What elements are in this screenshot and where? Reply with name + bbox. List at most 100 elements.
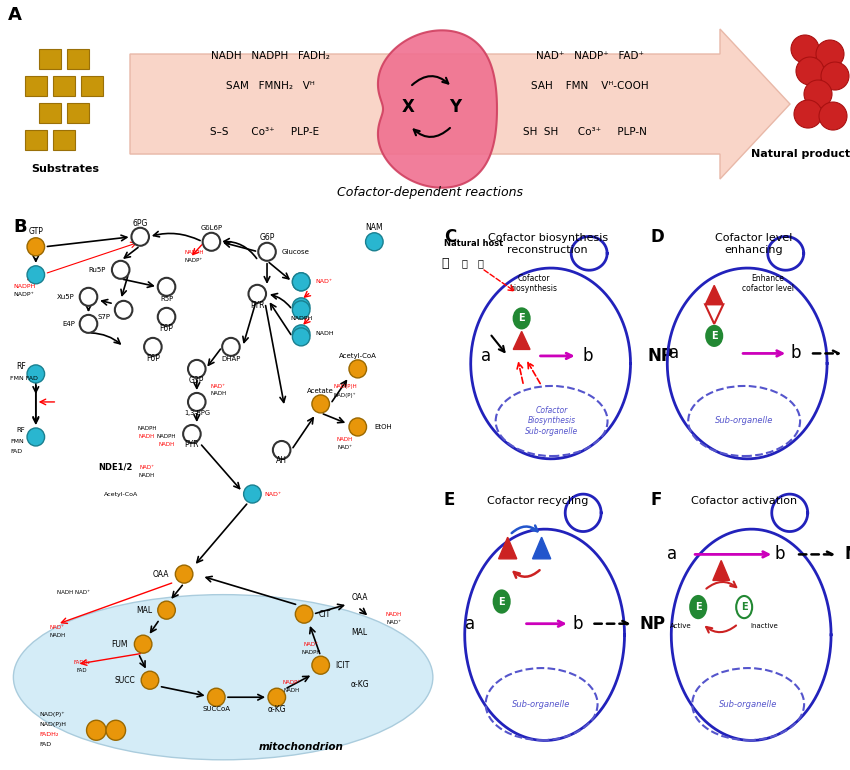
Text: a: a	[667, 545, 677, 564]
Circle shape	[80, 315, 97, 333]
Text: E4P: E4P	[62, 321, 75, 326]
Text: FAD: FAD	[76, 668, 87, 673]
Circle shape	[134, 635, 152, 653]
Text: NADH: NADH	[316, 331, 334, 336]
Text: NAD⁺: NAD⁺	[139, 464, 155, 470]
Text: MAL: MAL	[352, 628, 368, 637]
Circle shape	[690, 596, 706, 618]
FancyBboxPatch shape	[53, 130, 75, 150]
Circle shape	[821, 62, 849, 90]
Text: CIT: CIT	[319, 610, 331, 618]
Text: F6P: F6P	[160, 324, 173, 333]
Text: NDE1/2: NDE1/2	[99, 463, 133, 471]
Text: D: D	[650, 229, 664, 246]
Text: E: E	[711, 331, 717, 341]
Text: NAD(P)H: NAD(P)H	[333, 384, 357, 390]
Text: Glucose: Glucose	[281, 249, 309, 255]
Text: Cofactor activation: Cofactor activation	[691, 496, 797, 506]
Text: b: b	[775, 545, 785, 564]
Text: 🍀: 🍀	[442, 257, 450, 270]
Text: Acetate: Acetate	[308, 388, 334, 394]
Text: NAD(P)H: NAD(P)H	[40, 721, 66, 727]
Polygon shape	[378, 30, 497, 188]
Circle shape	[366, 233, 383, 251]
Text: C: C	[444, 229, 456, 246]
Text: G6P: G6P	[259, 233, 275, 243]
Circle shape	[175, 565, 193, 583]
Text: A: A	[8, 6, 22, 24]
Text: NADPH: NADPH	[184, 250, 204, 256]
Circle shape	[141, 671, 159, 689]
Circle shape	[706, 326, 722, 346]
Text: NAD⁺: NAD⁺	[50, 624, 65, 630]
Circle shape	[27, 266, 44, 284]
Text: E: E	[518, 313, 525, 323]
Text: OAA: OAA	[351, 593, 368, 601]
Circle shape	[494, 591, 510, 613]
Text: FMN: FMN	[10, 440, 24, 444]
Circle shape	[292, 325, 310, 343]
Text: Active: Active	[670, 624, 691, 629]
Circle shape	[244, 485, 261, 503]
Text: FAD: FAD	[40, 742, 52, 747]
FancyBboxPatch shape	[67, 103, 89, 123]
Text: GTP: GTP	[28, 227, 43, 236]
Text: X: X	[401, 98, 415, 116]
Text: ICIT: ICIT	[335, 661, 349, 670]
Text: Cofactor biosynthesis
reconstruction: Cofactor biosynthesis reconstruction	[488, 233, 608, 255]
Text: RF: RF	[16, 427, 25, 433]
Text: NADH: NADH	[283, 688, 299, 693]
Text: SAH    FMN    Vᴴ-COOH: SAH FMN Vᴴ-COOH	[531, 81, 649, 91]
Text: NAD⁺: NAD⁺	[264, 491, 281, 497]
Text: 6PG: 6PG	[133, 219, 148, 228]
Text: NP: NP	[844, 545, 850, 564]
Text: F6P: F6P	[146, 354, 160, 363]
Circle shape	[819, 102, 847, 130]
FancyBboxPatch shape	[39, 49, 61, 69]
Text: NAD⁺   NADP⁺   FAD⁺: NAD⁺ NADP⁺ FAD⁺	[536, 51, 644, 61]
Text: F: F	[650, 490, 661, 509]
Text: Cofactor recycling: Cofactor recycling	[487, 496, 588, 506]
Text: α-KG: α-KG	[268, 705, 286, 714]
Text: Cofactor
Biosynthesis
Sub-organelle: Cofactor Biosynthesis Sub-organelle	[525, 406, 578, 436]
Text: b: b	[790, 344, 802, 363]
Text: E: E	[444, 490, 455, 509]
Text: FADH₂: FADH₂	[40, 732, 60, 737]
Text: NADH   NADPH   FADH₂: NADH NADPH FADH₂	[211, 51, 330, 61]
Text: NADH: NADH	[49, 633, 65, 638]
Text: a: a	[669, 344, 679, 363]
Text: NAD⁺: NAD⁺	[303, 641, 319, 647]
Text: NADH: NADH	[386, 611, 402, 617]
Text: NADP⁺: NADP⁺	[14, 293, 34, 297]
Text: Cofactor level
enhancing: Cofactor level enhancing	[716, 233, 793, 255]
Text: NAD⁺: NAD⁺	[211, 384, 226, 390]
Text: PYR: PYR	[250, 301, 264, 310]
Circle shape	[222, 338, 240, 356]
Text: a: a	[465, 614, 475, 633]
Text: FADH₂: FADH₂	[73, 660, 90, 665]
Text: NP: NP	[639, 614, 666, 633]
Polygon shape	[513, 331, 530, 350]
FancyBboxPatch shape	[25, 130, 47, 150]
FancyBboxPatch shape	[25, 76, 47, 96]
Text: B: B	[14, 218, 27, 236]
Text: Sub-organelle: Sub-organelle	[715, 417, 774, 426]
Circle shape	[794, 100, 822, 128]
Text: NAD(P)⁺: NAD(P)⁺	[40, 711, 65, 717]
Circle shape	[188, 393, 206, 411]
Text: NAD⁺: NAD⁺	[387, 620, 401, 624]
Text: a: a	[480, 347, 490, 365]
Text: E: E	[498, 597, 505, 607]
Circle shape	[27, 428, 44, 446]
Text: 🔬: 🔬	[462, 259, 468, 268]
Circle shape	[258, 243, 275, 261]
Text: FUM: FUM	[111, 640, 128, 648]
Circle shape	[791, 35, 819, 63]
Text: SAM   FMNH₂   Vᴴ: SAM FMNH₂ Vᴴ	[225, 81, 314, 91]
Circle shape	[804, 80, 832, 108]
Text: NP: NP	[648, 347, 673, 365]
Text: b: b	[572, 614, 583, 633]
Text: Y: Y	[449, 98, 461, 116]
Text: DHAP: DHAP	[221, 356, 241, 362]
Circle shape	[273, 441, 291, 459]
